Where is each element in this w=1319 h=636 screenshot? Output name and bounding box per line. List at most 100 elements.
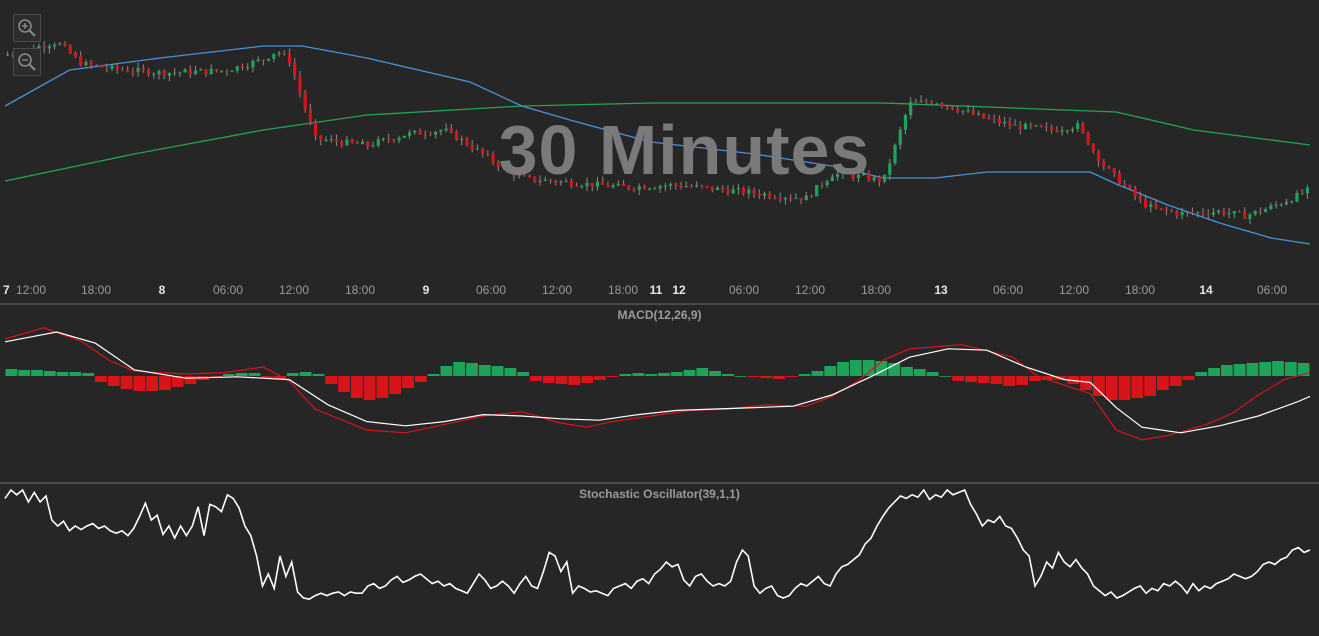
macd-histogram-bar xyxy=(913,369,926,376)
candle xyxy=(99,65,104,68)
zoom-reset-icon xyxy=(18,19,36,37)
candle xyxy=(1258,210,1263,213)
candle xyxy=(1070,128,1075,131)
macd-histogram-bar xyxy=(146,376,159,391)
macd-histogram-bar xyxy=(1284,362,1297,376)
candle xyxy=(663,185,667,187)
zoom-in-button[interactable] xyxy=(13,48,41,76)
candle xyxy=(173,72,177,74)
candle xyxy=(329,139,333,141)
candle xyxy=(313,122,318,136)
candle xyxy=(1123,183,1127,186)
x-tick-label: 13 xyxy=(934,283,948,297)
candle xyxy=(157,71,161,75)
x-tick-label: 8 xyxy=(159,283,166,297)
candle xyxy=(1227,213,1231,215)
macd-histogram-bar xyxy=(837,362,849,376)
macd-histogram-bar xyxy=(658,373,670,376)
slow-moving-average-line xyxy=(4,102,1311,182)
candle xyxy=(303,92,307,109)
macd-histogram-bar xyxy=(773,376,785,379)
candle xyxy=(533,176,537,182)
candle xyxy=(903,115,908,130)
candle xyxy=(418,130,422,135)
candle xyxy=(538,180,542,182)
macd-histogram-bar xyxy=(1105,376,1118,400)
candle xyxy=(695,185,699,187)
candle xyxy=(507,165,511,170)
candle xyxy=(1284,202,1289,205)
candle xyxy=(481,148,485,154)
candle xyxy=(1044,126,1048,128)
candle xyxy=(768,193,772,198)
macd-histogram-bar xyxy=(734,376,747,377)
candle xyxy=(762,193,767,196)
candle xyxy=(220,70,224,72)
macd-histogram-bar xyxy=(235,373,248,376)
candle xyxy=(585,182,589,187)
candle xyxy=(721,187,725,190)
candle xyxy=(475,148,480,150)
macd-histogram-bar xyxy=(248,373,261,376)
macd-histogram-bar xyxy=(286,373,299,376)
candle xyxy=(120,69,125,71)
macd-histogram-bar xyxy=(594,376,606,380)
candle xyxy=(1076,123,1080,129)
candle xyxy=(752,189,756,194)
candle xyxy=(1133,188,1137,196)
candle xyxy=(444,128,448,131)
macd-histogram-bar xyxy=(325,376,338,384)
candle xyxy=(340,141,344,146)
candle xyxy=(423,134,427,136)
x-tick-label: 18:00 xyxy=(1125,283,1155,297)
candle xyxy=(1206,213,1210,215)
macd-histogram-bar xyxy=(376,376,389,398)
candle xyxy=(710,186,714,191)
candle xyxy=(293,62,297,77)
macd-histogram-bar xyxy=(312,374,325,376)
candle xyxy=(496,162,500,167)
candle xyxy=(574,185,579,187)
candle xyxy=(872,177,876,181)
candle xyxy=(1081,123,1085,133)
macd-histogram-bar xyxy=(965,376,977,382)
macd-histogram-bar xyxy=(453,362,466,376)
candle xyxy=(1253,210,1257,215)
macd-histogram-bar xyxy=(849,360,862,376)
candle xyxy=(261,59,265,61)
candle xyxy=(42,46,46,49)
macd-histogram-bar xyxy=(466,363,478,376)
candle xyxy=(1217,210,1221,213)
candle xyxy=(63,43,67,46)
candle xyxy=(434,132,438,135)
x-tick-label: 18:00 xyxy=(861,283,891,297)
candle xyxy=(79,56,83,66)
candle xyxy=(997,118,1002,124)
candle xyxy=(1039,125,1043,127)
macd-histogram-bar xyxy=(888,363,901,376)
macd-histogram-bar xyxy=(926,372,939,376)
x-tick-label: 12 xyxy=(672,283,686,297)
candle xyxy=(199,69,203,71)
candle xyxy=(919,100,923,102)
candle xyxy=(1180,212,1184,216)
macd-histogram-bar xyxy=(952,376,965,381)
candle xyxy=(1065,130,1069,132)
candle xyxy=(105,67,109,69)
macd-histogram-bar xyxy=(95,376,107,382)
candle xyxy=(590,182,594,187)
candle xyxy=(282,53,286,55)
macd-histogram-bar xyxy=(223,374,235,376)
macd-histogram-bar xyxy=(171,376,184,387)
candle xyxy=(298,76,302,93)
candle xyxy=(522,175,526,177)
zoom-reset-button[interactable] xyxy=(13,14,41,42)
candle xyxy=(308,108,312,123)
candle xyxy=(131,71,135,73)
macd-histogram-bar xyxy=(862,360,875,376)
candle xyxy=(856,174,861,179)
macd-histogram-bar xyxy=(990,376,1003,384)
candle xyxy=(1185,211,1189,213)
